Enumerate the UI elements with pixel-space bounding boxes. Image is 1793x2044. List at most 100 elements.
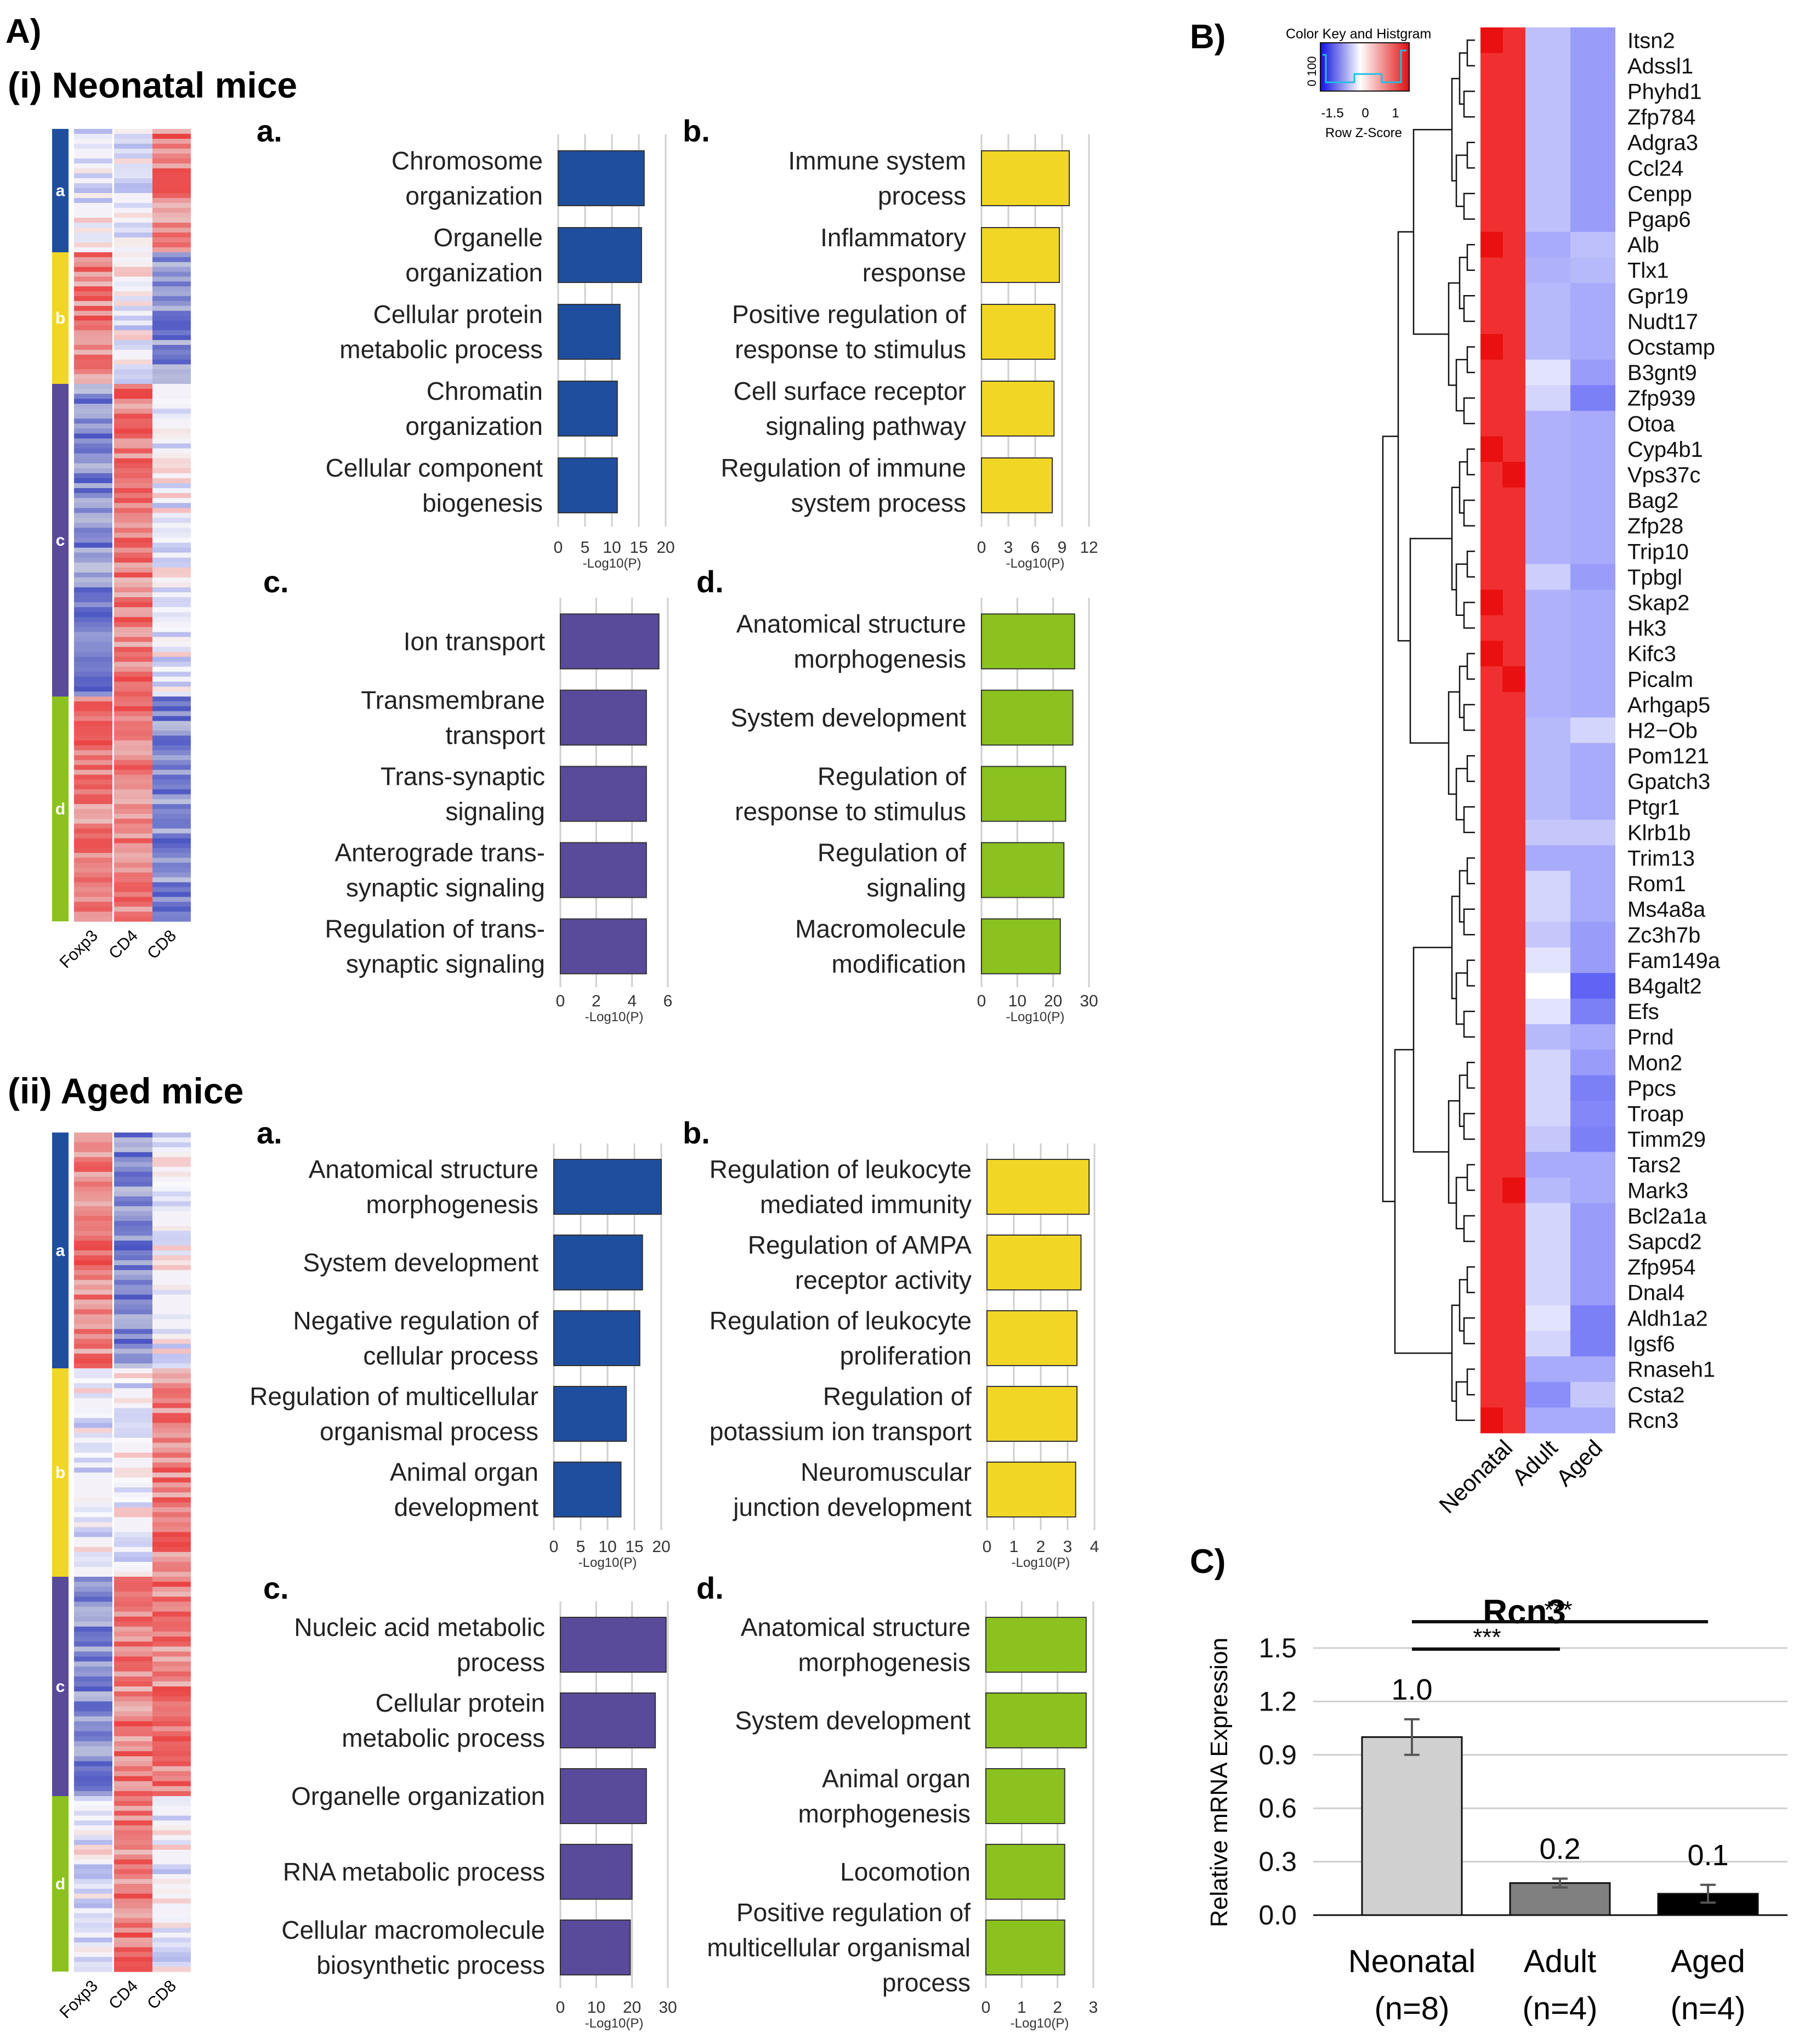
heatmap-cell [1570, 641, 1615, 667]
heatmap-stripe [152, 173, 191, 179]
heatmap-cell [1480, 973, 1525, 999]
heatmap-stripe [74, 1874, 112, 1879]
heatmap-stripe [152, 681, 191, 687]
category-label: response [863, 258, 966, 287]
heatmap-stripe [114, 369, 152, 375]
heatmap-cell [1525, 411, 1570, 437]
heatmap-stripe [152, 1442, 191, 1448]
heatmap-stripe [152, 567, 191, 573]
heatmap-stripe [74, 1632, 112, 1637]
heatmap-stripe [74, 359, 112, 365]
heatmap-cell [1570, 1330, 1615, 1357]
heatmap-stripe [152, 1497, 191, 1503]
heatmap-cell [1480, 411, 1525, 437]
heatmap-stripe [152, 418, 191, 424]
heatmap-cell [1525, 334, 1570, 360]
heatmap-stripe [114, 389, 152, 394]
heatmap-stripe [152, 340, 191, 346]
heatmap-stripe [114, 1226, 152, 1231]
heatmap-cell [1480, 947, 1525, 973]
heatmap-stripe [74, 414, 112, 419]
heatmap-stripe [152, 428, 191, 434]
heatmap-stripe [114, 379, 152, 384]
heatmap-stripe [114, 1442, 152, 1448]
category-label: Animal organ [390, 1458, 538, 1486]
category-label: potassium ion transport [710, 1417, 972, 1446]
heatmap-stripe [152, 1786, 191, 1792]
gene-label: Phyhd1 [1627, 80, 1702, 104]
heatmap-stripe [114, 1942, 152, 1948]
heatmap-stripe [152, 223, 191, 228]
heatmap-cell [1480, 283, 1525, 309]
heatmap-stripe [114, 1428, 152, 1434]
heatmap-stripe [114, 1497, 152, 1503]
heatmap-stripe [152, 1221, 191, 1226]
heatmap-stripe [152, 552, 191, 558]
go-chart-panel: a. 0 5 10 15 20 -Log10(P) Chromosome organizatio… [257, 114, 675, 571]
heatmap-stripe [114, 144, 152, 149]
gene-label: Aldh1a2 [1627, 1306, 1708, 1330]
heatmap-cell [1525, 487, 1570, 513]
heatmap-stripe [114, 1641, 152, 1647]
heatmap-stripe [114, 1413, 152, 1418]
heatmap-column-label: Aged [1551, 1435, 1608, 1491]
dendrogram-branch [1409, 537, 1452, 744]
heatmap-stripe [74, 1354, 112, 1359]
heatmap-stripe [114, 1825, 152, 1831]
heatmap-stripe [152, 1284, 191, 1290]
heatmap-stripe [114, 1666, 152, 1672]
heatmap-cell [1570, 845, 1615, 871]
heatmap-stripe [74, 794, 112, 800]
heatmap-cell [1570, 743, 1615, 769]
heatmap-stripe [74, 1393, 112, 1398]
heatmap-stripe [74, 1388, 112, 1394]
category-label: Anatomical structure [309, 1155, 538, 1184]
heatmap-stripe [152, 409, 191, 414]
go-bar [986, 1235, 1082, 1290]
heatmap-stripe [74, 1671, 112, 1677]
heatmap-stripe [74, 1893, 112, 1899]
heatmap-stripe [114, 1686, 152, 1692]
heatmap-cell [1480, 1330, 1525, 1357]
heatmap-stripe [152, 443, 191, 449]
heatmap-stripe [152, 359, 191, 365]
heatmap-stripe [152, 1676, 191, 1682]
gene-label: Bcl2a1a [1627, 1204, 1707, 1228]
heatmap-stripe [114, 513, 152, 518]
heatmap-cell [1525, 590, 1570, 616]
heatmap-stripe [152, 848, 191, 853]
heatmap-stripe [152, 1596, 191, 1603]
gene-label: Rcn3 [1627, 1409, 1678, 1433]
heatmap-cell [1525, 1407, 1570, 1434]
heatmap-stripe [152, 1874, 191, 1879]
heatmap-stripe [114, 193, 152, 199]
heatmap-cell [1570, 973, 1615, 999]
go-bar [560, 1920, 631, 1975]
category-label: signaling pathway [765, 412, 966, 440]
heatmap-stripe [74, 438, 112, 444]
cluster-label: a [56, 182, 65, 200]
heatmap-stripe [74, 1363, 112, 1369]
heatmap-stripe [74, 1656, 112, 1662]
heatmap-stripe [74, 1236, 112, 1241]
heatmap-stripe [152, 1756, 191, 1762]
heatmap-stripe [74, 1898, 112, 1904]
heatmap-stripe [74, 607, 112, 613]
category-label: System development [303, 1248, 538, 1277]
heatmap-stripe [114, 1869, 152, 1875]
heatmap-cell [1525, 998, 1570, 1024]
dendrogram [1382, 39, 1475, 1421]
heatmap-stripe [74, 1716, 112, 1722]
heatmap-stripe [152, 1859, 191, 1865]
heatmap-stripe [74, 887, 112, 893]
heatmap-stripe [114, 745, 152, 751]
heatmap-stripe [114, 438, 152, 444]
heatmap-stripe [152, 139, 191, 144]
heatmap-cell [1480, 615, 1525, 641]
heatmap-stripe [152, 178, 191, 184]
heatmap-stripe [74, 1211, 112, 1216]
heatmap-stripe [152, 330, 191, 336]
heatmap-stripe [114, 1957, 152, 1962]
heatmap-cell [1525, 819, 1570, 846]
heatmap-stripe [74, 1962, 112, 1967]
